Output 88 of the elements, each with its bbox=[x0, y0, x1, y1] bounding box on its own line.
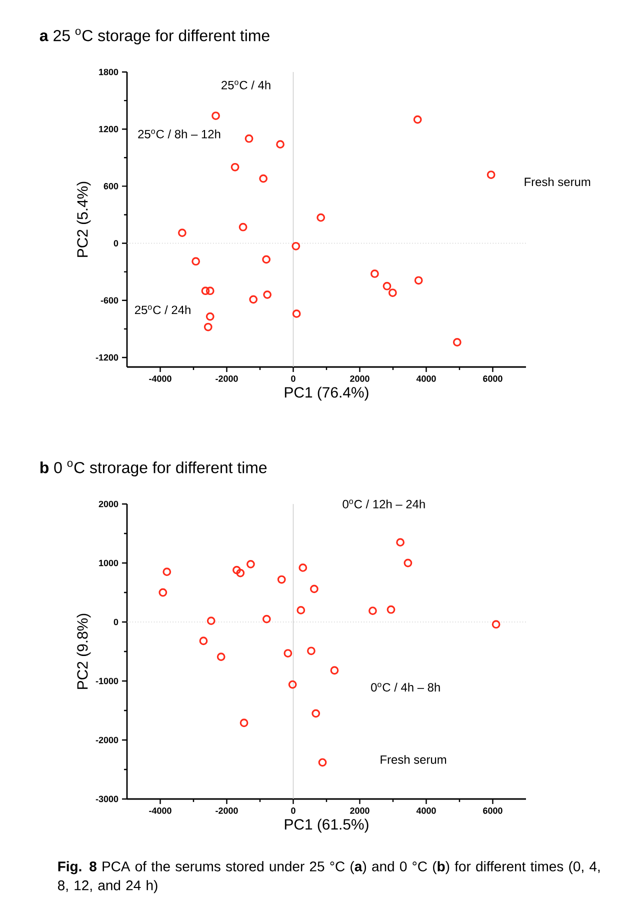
point bbox=[263, 290, 272, 299]
point bbox=[292, 242, 300, 250]
point bbox=[206, 616, 216, 626]
y-axis-title: PC2 (9.8%) bbox=[76, 614, 91, 689]
point bbox=[452, 338, 462, 346]
point bbox=[206, 286, 214, 296]
point bbox=[276, 140, 284, 149]
point bbox=[206, 312, 214, 321]
point bbox=[236, 568, 245, 578]
annotation: 0$^{o}$C / 12h – 24h bbox=[342, 500, 425, 508]
point bbox=[244, 134, 254, 143]
point bbox=[382, 282, 392, 290]
x-tick-label: 2000 bbox=[350, 808, 370, 814]
point bbox=[368, 606, 377, 615]
x-tick-label: 0 bbox=[291, 808, 296, 814]
point bbox=[486, 170, 496, 179]
point bbox=[199, 636, 208, 646]
y-tick-label: 0 bbox=[114, 618, 118, 626]
y-tick-label: -1200 bbox=[96, 354, 118, 361]
point bbox=[232, 566, 241, 574]
y-tick-label: -2000 bbox=[96, 736, 118, 744]
x-tick-label: 6000 bbox=[483, 808, 502, 814]
point bbox=[246, 560, 255, 568]
point bbox=[216, 652, 226, 661]
point bbox=[262, 614, 271, 624]
point bbox=[238, 222, 248, 232]
point bbox=[396, 538, 405, 547]
point bbox=[318, 758, 327, 767]
text: Fig. 8 PCA of the serums stored under 25 °C (a) and 0 °C (b) for different times (0, 4, 8, 12, and 24 h) bbox=[58, 861, 600, 894]
point bbox=[413, 115, 422, 124]
point bbox=[284, 649, 292, 658]
point bbox=[201, 286, 210, 296]
x-axis-title: PC1 (61.5%) bbox=[284, 818, 368, 833]
x-tick-label: 0 bbox=[291, 376, 296, 382]
point bbox=[262, 255, 271, 264]
point bbox=[178, 228, 186, 238]
x-tick-label: -4000 bbox=[149, 808, 172, 814]
chart-title: b 0 $^{o}$C strorage for different time bbox=[40, 460, 267, 476]
point bbox=[158, 588, 168, 597]
point bbox=[204, 322, 212, 332]
point bbox=[230, 162, 240, 172]
y-tick-label: 1200 bbox=[99, 126, 118, 132]
x-tick-label: -2000 bbox=[216, 376, 238, 382]
point bbox=[388, 288, 397, 297]
point bbox=[249, 295, 258, 304]
y-tick-label: 0 bbox=[114, 240, 118, 246]
point bbox=[162, 568, 172, 576]
point bbox=[316, 213, 326, 222]
point bbox=[277, 575, 286, 584]
x-axis-title: PC1 (76.4%) bbox=[284, 386, 368, 401]
x-tick-label: -2000 bbox=[216, 808, 238, 814]
annotation: 25$^{o}$C / 8h – 12h bbox=[138, 130, 220, 138]
y-tick-label: 2000 bbox=[98, 500, 118, 508]
x-tick-label: 2000 bbox=[350, 376, 370, 382]
point bbox=[288, 680, 297, 689]
y-tick-label: -1000 bbox=[96, 678, 118, 684]
annotation: 0$^{o}$C / 4h – 8h bbox=[371, 682, 440, 692]
point bbox=[492, 620, 500, 629]
point bbox=[259, 174, 268, 183]
annotation: Fresh serum bbox=[380, 755, 446, 764]
point bbox=[370, 270, 379, 278]
y-tick-label: 1800 bbox=[99, 68, 118, 76]
point bbox=[212, 112, 220, 120]
chart-title: a 25 $^{o}$C storage for different time bbox=[40, 28, 270, 44]
x-tick-label: 4000 bbox=[416, 808, 436, 814]
point bbox=[292, 310, 301, 318]
x-tick-label: -4000 bbox=[149, 376, 172, 382]
point bbox=[296, 606, 306, 614]
x-tick-label: 4000 bbox=[416, 376, 436, 382]
annotation: 25$^{o}$C / 24h bbox=[134, 305, 190, 314]
point bbox=[307, 646, 316, 656]
point bbox=[240, 718, 248, 728]
y-tick-label: 600 bbox=[104, 183, 118, 190]
annotation: 25$^{o}$C / 4h bbox=[222, 80, 270, 90]
point bbox=[310, 584, 318, 594]
x-tick-label: 6000 bbox=[483, 376, 502, 382]
y-tick-label: -600 bbox=[100, 297, 118, 304]
point bbox=[404, 558, 412, 568]
y-axis-title: PC2 (5.4%) bbox=[76, 182, 91, 257]
point bbox=[330, 666, 339, 675]
point bbox=[386, 605, 396, 614]
point bbox=[312, 709, 320, 718]
y-tick-label: -3000 bbox=[96, 796, 118, 802]
point bbox=[298, 564, 308, 572]
annotation: Fresh serum bbox=[524, 177, 590, 186]
y-tick-label: 1000 bbox=[99, 560, 118, 566]
point bbox=[414, 276, 423, 285]
point bbox=[192, 257, 200, 266]
